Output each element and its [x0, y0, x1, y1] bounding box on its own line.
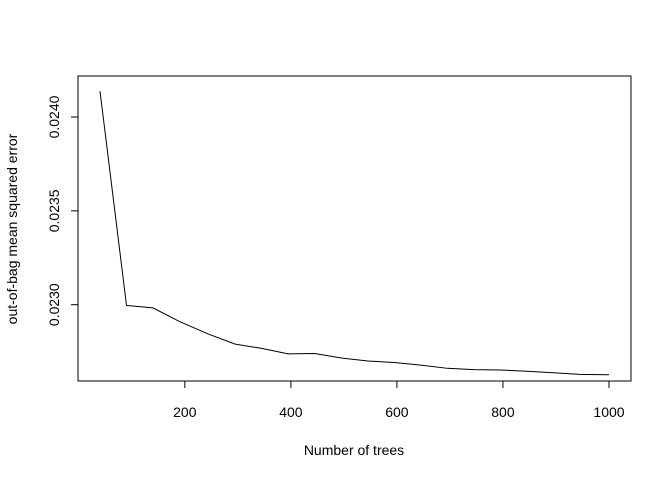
x-tick-label: 600: [385, 404, 409, 420]
x-tick-label: 400: [279, 404, 303, 420]
y-tick-label: 0.0235: [46, 189, 62, 232]
y-tick-label: 0.0240: [46, 95, 62, 138]
series-line: [99, 91, 610, 376]
y-axis: 0.0230 0.0235 0.0240: [46, 95, 79, 326]
x-tick-label: 1000: [593, 404, 624, 420]
plot-frame: [77, 75, 632, 382]
x-tick-label: 200: [173, 404, 197, 420]
x-axis-label: Number of trees: [304, 442, 404, 458]
y-tick-label: 0.0230: [46, 283, 62, 326]
series-group: [99, 91, 610, 376]
y-axis-label: out-of-bag mean squared error: [4, 133, 20, 324]
x-tick-label: 800: [491, 404, 515, 420]
x-axis: 200 400 600 800 1000: [173, 380, 625, 420]
